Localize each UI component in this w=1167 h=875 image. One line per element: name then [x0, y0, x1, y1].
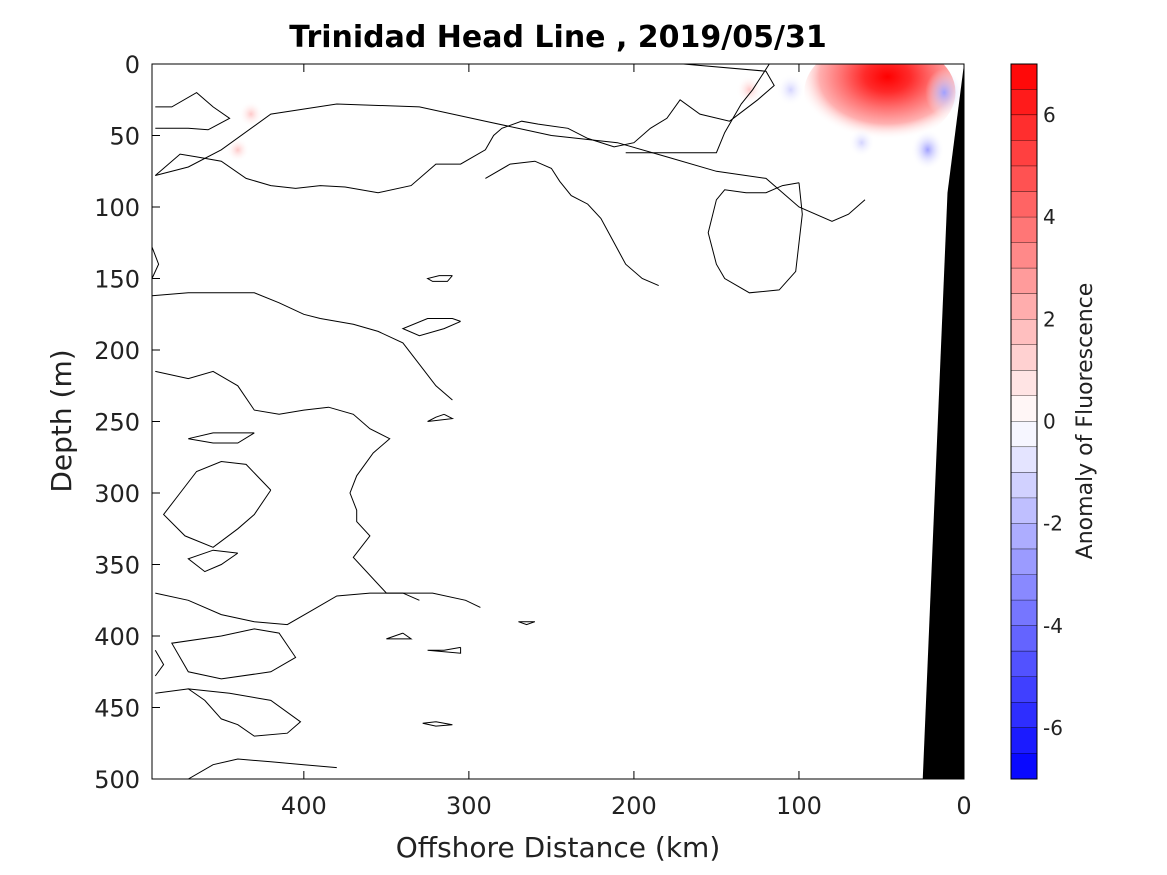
colorbar-level — [1011, 395, 1037, 422]
contour-line — [518, 621, 536, 626]
contour-line — [155, 103, 866, 222]
colorbar-tick-label: 2 — [1043, 307, 1056, 331]
colorbar-level — [1011, 523, 1037, 550]
colorbar-level — [1011, 115, 1037, 142]
y-tick-label: 500 — [94, 766, 140, 794]
negative-anomaly-patch — [776, 73, 805, 106]
colorbar-level — [1011, 600, 1037, 627]
colorbar-frame — [1010, 63, 1038, 780]
negative-anomaly-patch — [911, 129, 945, 170]
colorbar-level — [1011, 344, 1037, 371]
x-tick-label: 400 — [281, 792, 327, 820]
colorbar-level — [1011, 293, 1037, 320]
colorbar-tick-label: -6 — [1043, 716, 1063, 740]
positive-anomaly-patch — [239, 101, 264, 127]
colorbar-level — [1011, 625, 1037, 652]
colorbar-tick-label: 4 — [1043, 205, 1056, 229]
contour-line — [386, 632, 413, 640]
x-axis: 400 300 200 100 0 — [281, 64, 972, 820]
colorbar-level — [1011, 574, 1037, 601]
contour-line — [426, 275, 453, 282]
contour-line — [707, 182, 803, 294]
contour-line — [188, 758, 337, 779]
colorbar-level — [1011, 498, 1037, 525]
y-tick-label: 150 — [94, 266, 140, 294]
colorbar-level — [1011, 447, 1037, 474]
colorbar-level — [1011, 217, 1037, 244]
colorbar-level — [1011, 191, 1037, 218]
colorbar-level — [1011, 319, 1037, 346]
contour-line — [162, 460, 272, 548]
contour-lines — [152, 64, 866, 779]
colorbar-level — [1011, 421, 1037, 448]
positive-anomaly-patch — [226, 137, 250, 162]
contour-line — [188, 432, 255, 444]
contour-line — [625, 64, 770, 154]
negative-anomaly-patch — [925, 68, 964, 117]
contour-line — [155, 370, 481, 608]
x-axis-label: Offshore Distance (km) — [396, 831, 721, 864]
y-tick-label: 400 — [94, 623, 140, 651]
y-tick-label: 450 — [94, 695, 140, 723]
colorbar-label: Anomaly of Fluorescence — [1073, 283, 1098, 560]
y-tick-label: 0 — [125, 51, 140, 79]
negative-anomaly-patch — [848, 128, 875, 158]
plot-frame — [151, 63, 965, 780]
y-tick-label: 100 — [94, 194, 140, 222]
colorbar-level — [1011, 268, 1037, 295]
contour-line — [155, 592, 420, 626]
positive-anomaly-patch — [804, 64, 956, 145]
colorbar-level — [1011, 727, 1037, 754]
colorbar-level — [1011, 753, 1037, 780]
colorbar-level — [1011, 676, 1037, 703]
contour-line — [422, 721, 453, 727]
y-tick-label: 50 — [109, 123, 140, 151]
colorbar-level — [1011, 472, 1037, 499]
contour-line — [187, 549, 239, 573]
contour-line — [155, 688, 302, 737]
chart-title: Trinidad Head Line , 2019/05/31 — [289, 20, 826, 55]
plot-area — [152, 64, 964, 779]
contour-line — [485, 160, 659, 287]
seafloor-topography — [922, 64, 964, 779]
x-tick-label: 0 — [956, 792, 971, 820]
y-tick-label: 300 — [94, 480, 140, 508]
x-tick-label: 300 — [446, 792, 492, 820]
positive-anomaly-patch — [736, 75, 763, 105]
colorbar-tick-label: -4 — [1043, 614, 1063, 638]
colorbar-tick-label: -2 — [1043, 512, 1063, 536]
colorbar-tick-label: 0 — [1043, 410, 1056, 434]
contour-line — [427, 413, 455, 422]
y-tick-label: 250 — [94, 409, 140, 437]
contour-line — [170, 628, 297, 680]
colorbar-level — [1011, 651, 1037, 678]
colorbar-level — [1011, 242, 1037, 269]
colorbar-tick-label: 6 — [1043, 103, 1056, 127]
colorbar-level — [1011, 64, 1037, 91]
contour-line — [155, 91, 231, 131]
anomaly-fields — [226, 64, 964, 170]
contour-line — [152, 246, 160, 279]
y-tick-label: 200 — [94, 337, 140, 365]
colorbar-level — [1011, 702, 1037, 729]
x-tick-label: 200 — [611, 792, 657, 820]
y-axis-label: Depth (m) — [45, 349, 78, 492]
colorbar: 6 4 2 0 -2 -4 -6 — [1010, 63, 1063, 780]
colorbar-level — [1011, 549, 1037, 576]
contour-line — [401, 318, 461, 337]
x-tick-label: 100 — [776, 792, 822, 820]
contour-line — [154, 650, 165, 677]
colorbar-level — [1011, 89, 1037, 116]
contour-line — [154, 64, 775, 194]
contour-line — [427, 646, 462, 654]
y-axis: 0 50 100 150 200 250 300 350 400 450 500 — [94, 51, 964, 794]
contour-line — [152, 292, 453, 401]
colorbar-level — [1011, 166, 1037, 193]
y-tick-label: 350 — [94, 552, 140, 580]
colorbar-level — [1011, 140, 1037, 167]
colorbar-level — [1011, 370, 1037, 397]
